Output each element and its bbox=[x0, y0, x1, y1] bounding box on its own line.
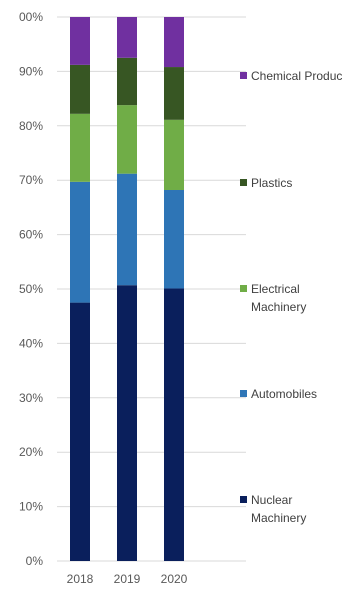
bar-segment bbox=[164, 288, 184, 561]
bar-segment bbox=[117, 173, 137, 286]
legend-label: Nuclear bbox=[251, 493, 292, 507]
y-tick-label: 90% bbox=[19, 64, 43, 78]
legend-label: Chemical Produc bbox=[251, 69, 342, 83]
x-tick-label: 2020 bbox=[161, 572, 188, 586]
legend-swatch bbox=[240, 72, 247, 79]
legend-label: Plastics bbox=[251, 176, 292, 190]
y-tick-label: 50% bbox=[19, 282, 43, 296]
y-tick-label: 40% bbox=[19, 336, 43, 350]
legend-label: Machinery bbox=[251, 511, 306, 525]
bar-segment bbox=[117, 105, 137, 174]
bar-segment bbox=[164, 189, 184, 289]
y-tick-label: 30% bbox=[19, 391, 43, 405]
bar-segment bbox=[70, 64, 90, 114]
bar-segment bbox=[164, 17, 184, 68]
y-tick-label: 10% bbox=[19, 500, 43, 514]
bar-segment bbox=[117, 57, 137, 106]
bar-segment bbox=[70, 302, 90, 561]
x-tick-label: 2019 bbox=[114, 572, 141, 586]
legend-swatch bbox=[240, 496, 247, 503]
bar-segment bbox=[117, 17, 137, 58]
y-tick-label: 00% bbox=[19, 10, 43, 24]
y-tick-label: 60% bbox=[19, 228, 43, 242]
y-tick-label: 0% bbox=[26, 554, 44, 568]
bar-segment bbox=[164, 67, 184, 120]
legend-label: Machinery bbox=[251, 300, 306, 314]
bar-segment bbox=[164, 119, 184, 190]
bar-segment bbox=[70, 17, 90, 65]
y-tick-label: 80% bbox=[19, 119, 43, 133]
x-tick-label: 2018 bbox=[67, 572, 94, 586]
bar-segment bbox=[70, 181, 90, 303]
legend-label: Automobiles bbox=[251, 387, 317, 401]
y-tick-label: 70% bbox=[19, 173, 43, 187]
legend-swatch bbox=[240, 179, 247, 186]
legend-swatch bbox=[240, 390, 247, 397]
bar-segment bbox=[70, 113, 90, 182]
legend-label: Electrical bbox=[251, 282, 300, 296]
legend-swatch bbox=[240, 285, 247, 292]
bar-segment bbox=[117, 285, 137, 561]
y-tick-label: 20% bbox=[19, 445, 43, 459]
